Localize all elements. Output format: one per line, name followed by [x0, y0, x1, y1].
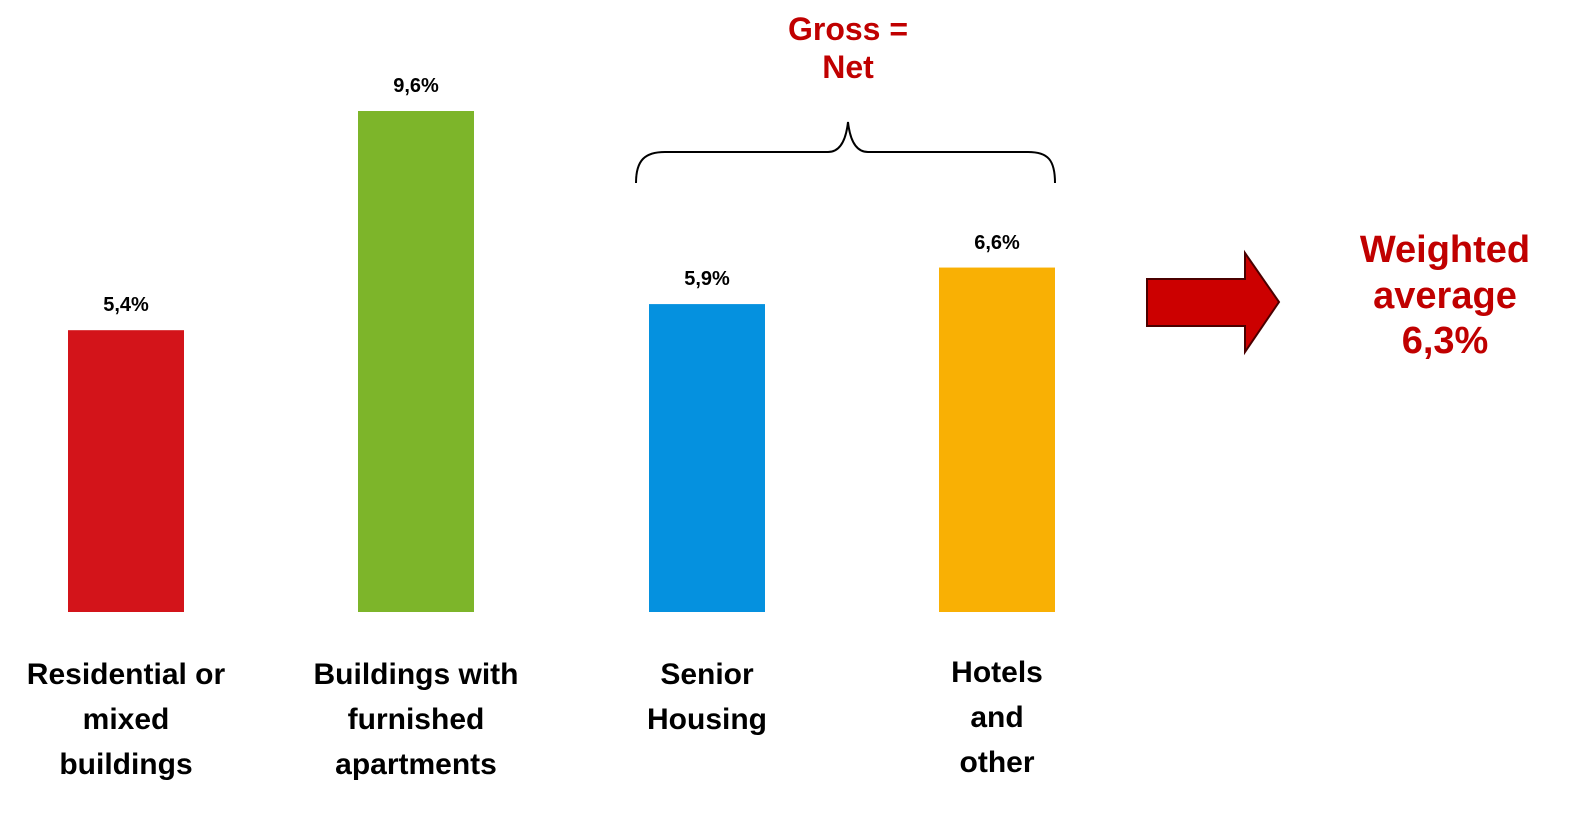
x-tick-label: Buildings with furnished apartments — [313, 658, 519, 781]
value-label: 5,9% — [684, 268, 730, 291]
value-label: 9,6% — [393, 75, 439, 97]
bar — [68, 330, 184, 612]
arrow — [1146, 249, 1281, 356]
brace-label: Gross = Net — [787, 11, 909, 86]
x-tick-label: Hotels and other — [951, 656, 1043, 779]
bar — [358, 111, 474, 612]
brace — [635, 121, 1056, 184]
bar — [939, 267, 1055, 612]
weighted-average: Weighted average 6,3% — [1359, 229, 1531, 363]
value-label: 5,4% — [103, 294, 149, 317]
value-label: 6,6% — [974, 231, 1020, 254]
bar — [649, 304, 765, 612]
x-tick-label: Residential or mixed buildings — [26, 658, 226, 781]
x-tick-label: Senior Housing — [647, 658, 767, 736]
